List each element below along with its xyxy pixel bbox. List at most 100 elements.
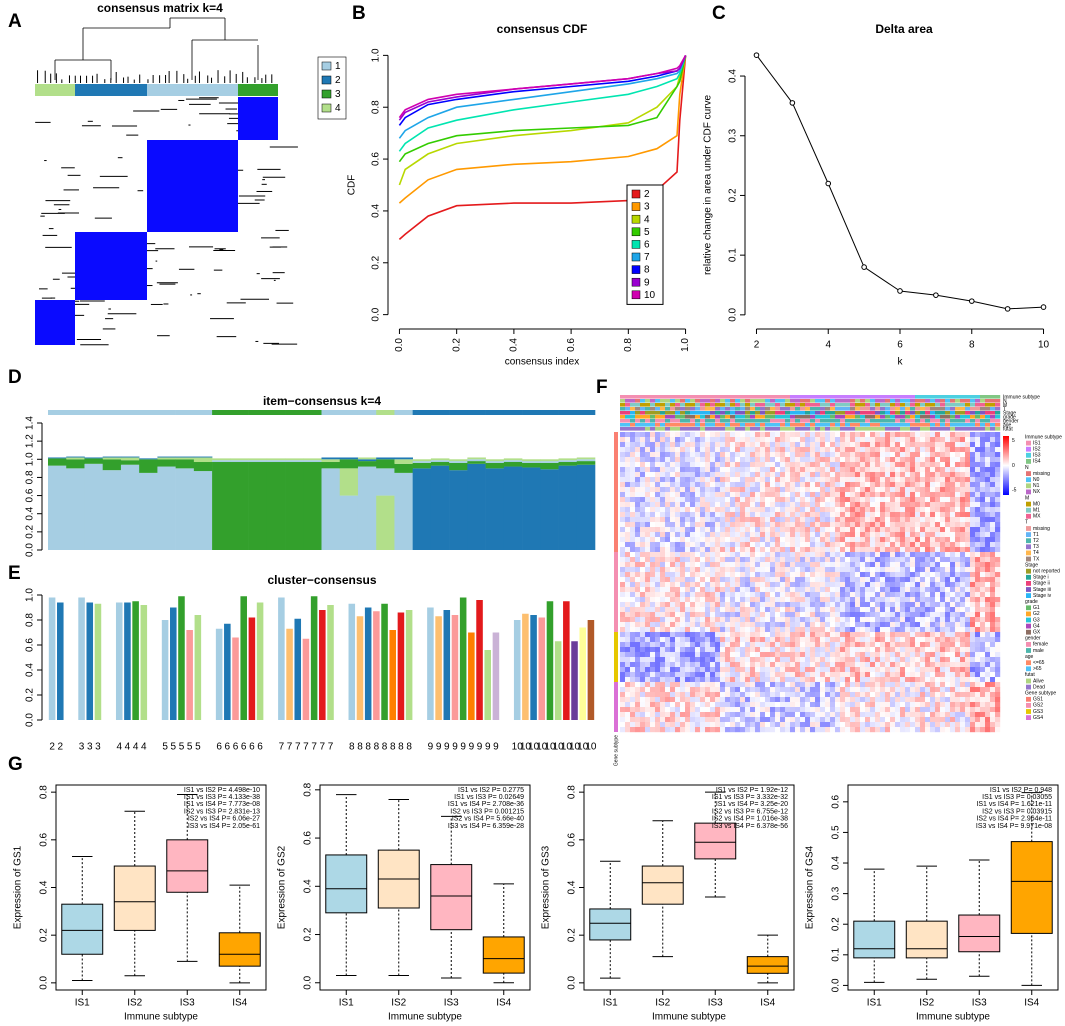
heatmap-cell (800, 437, 806, 443)
heatmap-cell (930, 652, 936, 658)
heatmap-cell (980, 627, 986, 633)
heatmap-cell (640, 612, 646, 618)
heatmap-cell (725, 722, 731, 728)
heatmap-cell (715, 667, 721, 673)
heatmap-cell (730, 612, 736, 618)
heatmap-cell (950, 547, 956, 553)
heatmap-cell (930, 467, 936, 473)
heatmap-cell (910, 682, 916, 688)
heatmap-cell (890, 602, 896, 608)
heatmap-cell (690, 512, 696, 518)
heatmap-cell (865, 597, 871, 603)
heatmap-cell (745, 532, 751, 538)
heatmap-cell (745, 637, 751, 643)
heatmap-cell (685, 677, 691, 683)
heatmap-cell (815, 492, 821, 498)
line (398, 55, 687, 119)
heatmap-cell (760, 702, 766, 708)
heatmap-cell (725, 582, 731, 588)
heatmap-cell (640, 437, 646, 443)
heatmap-cell (765, 502, 771, 508)
heatmap-cell (800, 577, 806, 583)
heatmap-cell (675, 652, 681, 658)
heatmap-cell (620, 592, 626, 598)
heatmap-cell (945, 667, 951, 673)
heatmap-cell (670, 622, 676, 628)
heatmap-cell (700, 442, 706, 448)
bar-segment (120, 464, 140, 550)
heatmap-cell (705, 432, 711, 438)
heatmap-cell (800, 657, 806, 663)
heatmap-cell (830, 717, 836, 723)
x-tick-label: 10 (585, 742, 597, 753)
heatmap-cell (950, 632, 956, 638)
heatmap-cell (920, 607, 926, 613)
heatmap-cell (685, 567, 691, 573)
heatmap-cell (945, 512, 951, 518)
heatmap-cell (745, 632, 751, 638)
heatmap-cell (890, 547, 896, 553)
heatmap-cell (695, 702, 701, 708)
heatmap-cell (955, 507, 961, 513)
heatmap-cell (700, 432, 706, 438)
legend-label: 1 (335, 61, 341, 72)
heatmap-cell (735, 577, 741, 583)
heatmap-cell (880, 582, 886, 588)
heatmap-cell (705, 702, 711, 708)
heatmap-cell (905, 517, 911, 523)
heatmap-cell (995, 562, 1001, 568)
heatmap-cell (625, 662, 631, 668)
heatmap-cell (860, 662, 866, 668)
heatmap-cell (990, 512, 996, 518)
heatmap-cell (675, 617, 681, 623)
heatmap-cell (985, 697, 991, 703)
heatmap-cell (740, 492, 746, 498)
heatmap-cell (950, 622, 956, 628)
heatmap-cell (840, 462, 846, 468)
heatmap-cell (740, 657, 746, 663)
heatmap-cell (620, 587, 626, 593)
heatmap-cell (900, 582, 906, 588)
heatmap-cell (810, 702, 816, 708)
heatmap-cell (960, 467, 966, 473)
heatmap-cell (705, 587, 711, 593)
heatmap-cell (820, 652, 826, 658)
heatmap-cell (890, 487, 896, 493)
heatmap-cell (870, 472, 876, 478)
heatmap-cell (800, 447, 806, 453)
heatmap-cell (690, 447, 696, 453)
heatmap-cell (700, 677, 706, 683)
heatmap-cell (890, 607, 896, 613)
heatmap-cell (995, 617, 1001, 623)
heatmap-cell (825, 452, 831, 458)
heatmap-cell (645, 597, 651, 603)
heatmap-cell (905, 717, 911, 723)
heatmap-cell (950, 602, 956, 608)
heatmap-cell (685, 617, 691, 623)
heatmap-cell (880, 482, 886, 488)
heatmap-cell (845, 692, 851, 698)
heatmap-cell (655, 657, 661, 663)
heatmap-cell (940, 707, 946, 713)
heatmap-cell (825, 602, 831, 608)
heatmap-cell (710, 682, 716, 688)
heatmap-cell (690, 617, 696, 623)
chart-title: consensus matrix k=4 (97, 1, 223, 15)
heatmap-cell (830, 697, 836, 703)
heatmap-cell (680, 502, 686, 508)
heatmap-cell (845, 507, 851, 513)
dendrogram (54, 17, 259, 80)
heatmap-cell (975, 462, 981, 468)
heatmap-cell (715, 577, 721, 583)
heatmap-cell (760, 647, 766, 653)
heatmap-cell (905, 572, 911, 578)
heatmap-cell (925, 532, 931, 538)
heatmap-cell (740, 687, 746, 693)
heatmap-cell (925, 582, 931, 588)
heatmap-cell (780, 482, 786, 488)
heatmap-cell (865, 557, 871, 563)
heatmap-cell (660, 532, 666, 538)
heatmap-cell (965, 687, 971, 693)
heatmap-cell (670, 592, 676, 598)
heatmap-cell (805, 462, 811, 468)
